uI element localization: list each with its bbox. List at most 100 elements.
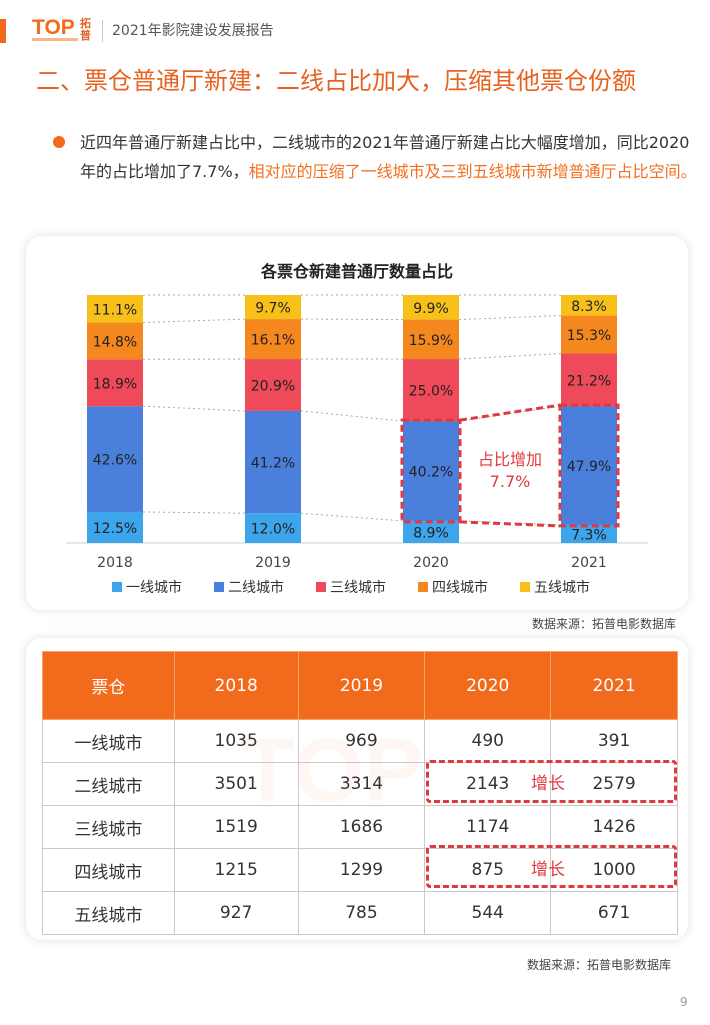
x-tick-label: 2021: [571, 555, 607, 571]
table-cell: 1426: [550, 805, 678, 849]
header-divider: [102, 20, 103, 42]
connector-line: [300, 512, 404, 522]
table-header-cell: 2020: [424, 651, 552, 720]
annotation-label: 占比增加: [478, 450, 542, 469]
bullet-text-highlight: 相对应的压缩了一线城市及三到五线城市新增普通厅占比空间。: [248, 162, 697, 181]
bar-segment: [561, 353, 617, 407]
table-header-cell: 2019: [297, 651, 426, 720]
bar-segment: [403, 295, 459, 320]
connector-line: [458, 315, 562, 321]
bar-segment: [403, 520, 459, 543]
table-cell: 3501: [173, 762, 299, 806]
top-logo: TOP: [32, 16, 78, 42]
table-cell: 1215: [173, 848, 299, 892]
bar-segment: [245, 410, 301, 514]
table-cell: 五线城市: [42, 891, 175, 935]
table-header-row: 票仓 2018 2019 2020 2021: [42, 651, 678, 720]
table-cell: 1035: [173, 719, 299, 763]
table-source: 数据来源：拓普电影数据库: [527, 958, 672, 972]
data-label: 9.7%: [255, 301, 291, 317]
connector-line: [142, 405, 246, 412]
table-cell: 1519: [173, 805, 299, 849]
table-cell: 671: [550, 891, 678, 935]
table-cell: 3314: [297, 762, 426, 806]
table-cell: 一线城市: [42, 719, 175, 763]
growth-highlight-box-tier2: [426, 760, 677, 803]
data-label: 20.9%: [251, 378, 295, 394]
bar-segment: [403, 319, 459, 360]
legend-swatch: [214, 582, 224, 592]
data-label: 15.3%: [567, 328, 611, 344]
table-cell: 927: [173, 891, 299, 935]
bar-segment: [87, 511, 143, 543]
bar-segment: [87, 295, 143, 323]
bar-segment: [87, 359, 143, 407]
legend-label: 二线城市: [228, 579, 284, 596]
growth-label: 增长: [531, 860, 565, 880]
table-row: 二线城市 3501 3314 2143 2579: [42, 762, 678, 806]
legend-swatch: [316, 582, 326, 592]
table-header-cell: 票仓: [42, 651, 175, 720]
data-table: 票仓 2018 2019 2020 2021 一线城市 1035 969 490…: [42, 651, 678, 935]
legend-label: 四线城市: [432, 579, 488, 596]
table-header-cell: 2018: [173, 651, 299, 720]
annotation-connector-bottom: [459, 520, 561, 528]
table-cell: 1174: [424, 805, 552, 849]
data-label: 12.0%: [251, 522, 295, 538]
connector-line: [142, 318, 246, 324]
connector-line: [300, 410, 404, 422]
bar-segment: [245, 319, 301, 360]
data-label: 16.1%: [251, 333, 295, 349]
annotation-value: 7.7%: [490, 472, 531, 491]
table-row: 三线城市 1519 1686 1174 1426: [42, 805, 678, 849]
header-accent-bar: [0, 19, 6, 43]
data-label: 18.9%: [93, 376, 137, 392]
bullet-paragraph: 近四年普通厅新建占比中，二线城市的2021年普通厅新建占比大幅度增加，同比202…: [80, 128, 700, 186]
bullet-text-plain: 近四年普通厅新建占比中，二线城市的2021年普通厅新建占比大幅度增加，同比202…: [80, 133, 690, 181]
bar-segment: [561, 406, 617, 525]
connector-line: [458, 353, 562, 360]
legend-swatch: [112, 582, 122, 592]
data-label: 21.2%: [567, 373, 611, 389]
bar-segment: [561, 315, 617, 354]
x-tick-label: 2020: [413, 555, 449, 571]
bar-segment: [403, 359, 459, 422]
data-label: 9.9%: [413, 301, 449, 317]
legend-swatch: [520, 582, 530, 592]
page-title: 二、票仓普通厅新建：二线占比加大，压缩其他票仓份额: [36, 67, 636, 95]
page-number: 9: [680, 995, 688, 1009]
data-label: 11.1%: [93, 302, 137, 318]
bar-segment: [245, 295, 301, 320]
bar-segment: [561, 295, 617, 316]
data-label: 8.3%: [571, 299, 607, 315]
data-label: 8.9%: [413, 525, 449, 541]
bar-segment: [245, 359, 301, 411]
connector-line: [142, 511, 246, 514]
table-header-cell: 2021: [550, 651, 678, 720]
bar-segment: [403, 421, 459, 521]
table-cell: 四线城市: [42, 848, 175, 892]
x-tick-label: 2018: [97, 555, 133, 571]
chart-title: 各票仓新建普通厅数量占比: [260, 262, 453, 281]
logo-text: TOP: [32, 16, 75, 39]
data-label: 41.2%: [251, 456, 295, 472]
table-cell: 785: [297, 891, 426, 935]
table-cell: 二线城市: [42, 762, 175, 806]
data-label: 7.3%: [571, 527, 607, 543]
table-cell: 875: [424, 848, 552, 892]
legend-label: 一线城市: [126, 579, 182, 596]
table-row: 五线城市 927 785 544 671: [42, 891, 678, 935]
x-tick-label: 2019: [255, 555, 291, 571]
bar-segment: [87, 322, 143, 360]
legend-label: 五线城市: [534, 579, 590, 596]
table-row: 四线城市 1215 1299 875 1000: [42, 848, 678, 892]
table-cell: 三线城市: [42, 805, 175, 849]
table-cell: 1686: [297, 805, 426, 849]
stacked-bar-chart: 各票仓新建普通厅数量占比 12.5% 42.6% 18.9% 14.8% 11.1% 201…: [66, 262, 648, 596]
legend-swatch: [418, 582, 428, 592]
bar-segment: [87, 406, 143, 512]
bar-segment: [245, 513, 301, 543]
table-row: 一线城市 1035 969 490 391: [42, 719, 678, 763]
table-cell: 544: [424, 891, 552, 935]
annotation-box-2020: [400, 418, 462, 524]
